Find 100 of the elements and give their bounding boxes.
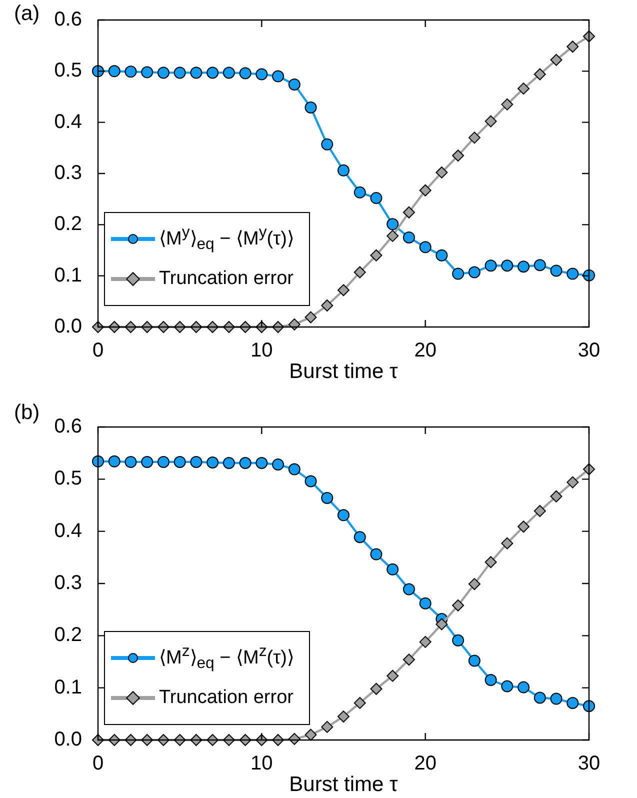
point xyxy=(468,578,480,590)
legend-label: ⟨M$^{z}$⟩$_{eq}$ − ⟨M$^{z}$(τ)⟩ xyxy=(159,642,294,674)
point xyxy=(386,563,399,576)
y-tick-label: 0.5 xyxy=(54,60,82,82)
point xyxy=(452,599,464,612)
point xyxy=(436,618,448,630)
point xyxy=(354,186,366,198)
point xyxy=(370,249,382,262)
point xyxy=(402,206,415,218)
point xyxy=(370,682,382,695)
point xyxy=(436,166,448,178)
point xyxy=(386,670,399,682)
point xyxy=(419,184,432,196)
point xyxy=(452,634,464,646)
point xyxy=(518,260,530,273)
point xyxy=(288,78,300,90)
point xyxy=(108,65,120,78)
point xyxy=(338,509,350,522)
point xyxy=(124,456,137,468)
point xyxy=(550,54,562,66)
legend-label: Truncation error xyxy=(159,268,294,290)
point xyxy=(190,456,202,468)
point xyxy=(108,455,120,468)
point xyxy=(338,284,350,296)
y-tick-label: 0.4 xyxy=(54,110,82,133)
chart-title: (a) xyxy=(14,2,40,26)
y-tick-label: 0.3 xyxy=(54,572,82,594)
x-axis-title: Burst time τ xyxy=(289,360,399,384)
point xyxy=(321,138,334,150)
x-axis-title: Burst time τ xyxy=(289,773,399,796)
point xyxy=(468,654,480,667)
y-tick-label: 0.0 xyxy=(54,728,82,751)
point xyxy=(272,70,284,82)
point xyxy=(583,700,595,712)
point xyxy=(338,164,350,176)
point xyxy=(239,456,252,469)
point xyxy=(304,728,317,741)
point xyxy=(402,231,415,244)
point xyxy=(501,537,514,550)
point xyxy=(534,68,546,80)
point xyxy=(402,654,415,666)
point xyxy=(354,696,366,709)
point xyxy=(518,520,530,533)
point xyxy=(534,504,546,517)
point xyxy=(157,456,170,468)
point xyxy=(518,82,530,95)
point xyxy=(321,300,334,312)
y-tick-label: 0.2 xyxy=(54,213,82,236)
y-tick-label: 0.5 xyxy=(54,468,82,490)
point xyxy=(239,67,252,80)
point xyxy=(484,674,497,686)
point xyxy=(321,720,334,733)
point xyxy=(288,318,300,330)
point xyxy=(566,40,579,53)
point xyxy=(550,490,562,502)
point xyxy=(419,241,432,254)
point xyxy=(354,266,366,278)
point xyxy=(256,456,268,469)
x-tick-label: 10 xyxy=(250,752,273,775)
x-tick-label: 20 xyxy=(414,752,436,775)
point xyxy=(484,260,497,272)
legend-label: Truncation error xyxy=(159,687,294,709)
x-tick-label: 20 xyxy=(414,340,436,362)
point xyxy=(288,463,300,476)
point xyxy=(206,66,219,79)
point xyxy=(419,636,432,648)
point xyxy=(386,230,399,242)
point xyxy=(566,476,579,488)
point xyxy=(566,268,579,280)
point xyxy=(354,531,366,544)
point xyxy=(452,268,464,280)
point xyxy=(206,456,219,468)
point xyxy=(402,583,415,596)
x-tick-label: 30 xyxy=(578,752,600,775)
y-tick-label: 0.1 xyxy=(54,264,82,286)
point xyxy=(566,696,579,709)
point xyxy=(468,132,480,144)
chart-title: (b) xyxy=(14,401,40,425)
point xyxy=(386,218,399,230)
x-tick-label: 30 xyxy=(578,340,600,362)
point xyxy=(141,66,154,78)
point xyxy=(484,115,497,128)
point xyxy=(256,68,268,80)
point xyxy=(124,66,137,78)
point xyxy=(370,548,382,560)
y-tick-label: 0.6 xyxy=(54,8,82,31)
point xyxy=(518,681,530,694)
point xyxy=(272,458,284,471)
point xyxy=(174,66,186,79)
point xyxy=(501,98,514,110)
point xyxy=(534,259,546,272)
point xyxy=(304,101,317,114)
x-tick-label: 0 xyxy=(92,340,104,362)
y-tick-label: 0.3 xyxy=(54,162,82,184)
point xyxy=(452,150,464,162)
point xyxy=(550,692,562,705)
point xyxy=(468,266,480,278)
point xyxy=(370,192,382,204)
y-tick-label: 0.6 xyxy=(54,416,82,438)
point xyxy=(157,66,170,79)
